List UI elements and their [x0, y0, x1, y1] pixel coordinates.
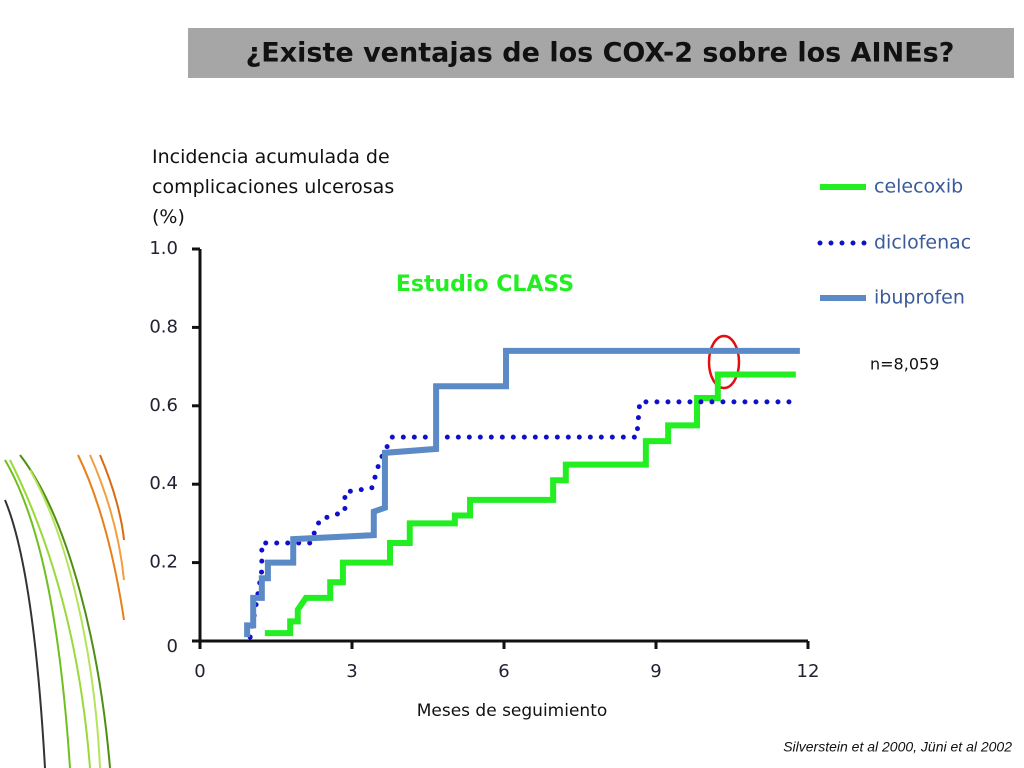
note: n=8,059 — [870, 355, 939, 374]
legend-label: ibuprofen — [874, 287, 965, 309]
x-tick-label: 12 — [797, 661, 820, 682]
x-tick-label: 6 — [498, 661, 509, 682]
y-tick-label: 1.0 — [149, 238, 178, 259]
x-axis-label: Meses de seguimiento — [417, 701, 608, 721]
y-tick-label: 0.8 — [149, 316, 178, 337]
slide-title: ¿Existe ventajas de los COX-2 sobre los … — [246, 38, 955, 69]
highlight-circle — [707, 334, 741, 390]
citation: Silverstein et al 2000, Jüni et al 2002 — [783, 739, 1012, 755]
x-tick-label: 0 — [194, 661, 205, 682]
x-tick-label: 3 — [346, 661, 357, 682]
y-tick-label: 0 — [167, 636, 178, 657]
title-bar — [188, 28, 1014, 78]
series-line — [244, 347, 800, 638]
y-tick-label: 0.4 — [149, 473, 178, 494]
series-line — [247, 399, 798, 640]
decoration — [4, 454, 125, 768]
y-tick-label: 0.2 — [149, 552, 178, 573]
y-axis-label: Incidencia acumulada de complicaciones u… — [152, 146, 395, 228]
x-tick-label: 9 — [650, 661, 661, 682]
legend-label: celecoxib — [874, 176, 963, 198]
legend-label: diclofenac — [874, 232, 971, 254]
annotation: Estudio CLASS — [396, 272, 574, 297]
y-tick-label: 0.6 — [149, 395, 178, 416]
series-line — [264, 371, 796, 637]
